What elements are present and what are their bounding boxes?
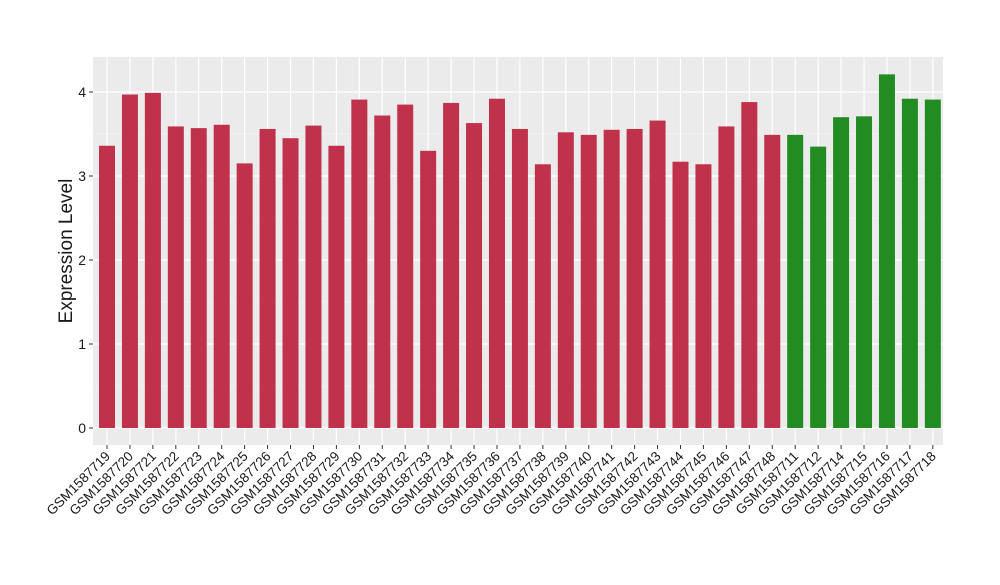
bar-GSM1587712 (810, 146, 827, 428)
bar-GSM1587747 (741, 102, 758, 428)
bar-GSM1587748 (764, 134, 781, 428)
x-axis: GSM1587719GSM1587720GSM1587721GSM1587722… (44, 445, 939, 518)
bar-GSM1587723 (190, 128, 207, 428)
y-tick-label: 1 (78, 336, 86, 352)
bar-GSM1587742 (626, 128, 643, 428)
bar-GSM1587728 (305, 125, 322, 428)
bar-GSM1587720 (121, 94, 138, 429)
bar-GSM1587730 (351, 99, 368, 428)
bar-GSM1587718 (924, 99, 941, 428)
bar-GSM1587744 (672, 161, 689, 428)
bar-GSM1587716 (878, 74, 895, 429)
y-tick-label: 4 (78, 84, 86, 100)
bar-GSM1587719 (99, 145, 115, 428)
bar-GSM1587726 (259, 128, 276, 428)
bar-GSM1587714 (833, 117, 850, 428)
bar-GSM1587743 (649, 120, 666, 428)
bar-GSM1587731 (374, 115, 391, 429)
bar-GSM1587734 (443, 102, 460, 429)
bar-GSM1587732 (397, 104, 414, 428)
bar-GSM1587745 (695, 164, 712, 429)
bar-GSM1587729 (328, 145, 345, 428)
bar-GSM1587721 (144, 92, 161, 428)
bar-GSM1587746 (718, 126, 735, 428)
bar-GSM1587733 (420, 150, 437, 429)
bar-GSM1587725 (236, 163, 253, 428)
bar-GSM1587739 (557, 132, 574, 428)
bar-GSM1587717 (901, 98, 918, 428)
y-tick-label: 2 (78, 252, 86, 268)
y-axis-label: Expression Level (56, 179, 77, 324)
y-axis: 0 1 2 3 4 (78, 84, 93, 436)
bar-GSM1587736 (488, 98, 505, 428)
y-tick-label: 0 (78, 420, 86, 436)
y-tick-label: 3 (78, 168, 86, 184)
bar-GSM1587724 (213, 124, 230, 428)
bar-GSM1587715 (856, 116, 873, 429)
bar-GSM1587727 (282, 138, 299, 428)
bar-GSM1587740 (580, 134, 597, 428)
bar-GSM1587737 (511, 128, 528, 428)
bar-GSM1587711 (787, 134, 804, 428)
bar-GSM1587738 (534, 164, 551, 429)
bar-GSM1587722 (167, 126, 184, 428)
bar-GSM1587735 (466, 123, 483, 428)
bars (99, 74, 941, 429)
bar-GSM1587741 (603, 129, 620, 429)
